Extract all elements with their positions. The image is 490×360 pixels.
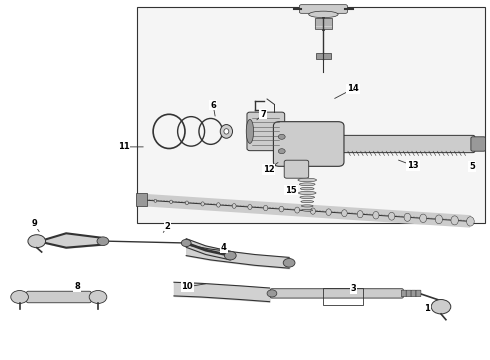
Text: 1: 1: [424, 304, 430, 313]
Text: 4: 4: [221, 243, 227, 252]
Text: 9: 9: [31, 219, 37, 228]
Ellipse shape: [220, 125, 232, 138]
Circle shape: [11, 291, 28, 303]
Ellipse shape: [298, 178, 317, 182]
Text: 14: 14: [347, 85, 359, 94]
Circle shape: [278, 134, 285, 139]
FancyBboxPatch shape: [416, 290, 421, 297]
Text: 11: 11: [118, 143, 129, 152]
Circle shape: [89, 291, 107, 303]
Ellipse shape: [154, 199, 157, 202]
Ellipse shape: [466, 217, 474, 226]
FancyBboxPatch shape: [315, 18, 332, 29]
Circle shape: [431, 300, 451, 314]
Text: 7: 7: [260, 109, 266, 118]
Ellipse shape: [217, 203, 220, 207]
FancyBboxPatch shape: [270, 289, 403, 298]
Ellipse shape: [299, 183, 315, 186]
Text: 13: 13: [407, 161, 419, 170]
Text: 2: 2: [165, 222, 171, 231]
Circle shape: [181, 239, 191, 247]
Ellipse shape: [246, 120, 254, 143]
Circle shape: [267, 290, 277, 297]
Ellipse shape: [435, 215, 442, 224]
Ellipse shape: [300, 188, 314, 190]
Ellipse shape: [326, 209, 331, 215]
Ellipse shape: [404, 213, 411, 221]
FancyBboxPatch shape: [341, 135, 475, 153]
FancyBboxPatch shape: [299, 5, 347, 13]
Ellipse shape: [264, 205, 268, 211]
Text: 3: 3: [351, 284, 357, 293]
Ellipse shape: [373, 211, 379, 219]
Circle shape: [97, 237, 109, 246]
FancyBboxPatch shape: [401, 290, 406, 297]
FancyBboxPatch shape: [26, 291, 91, 303]
Ellipse shape: [232, 204, 236, 208]
FancyBboxPatch shape: [471, 137, 486, 151]
Ellipse shape: [342, 210, 347, 217]
FancyBboxPatch shape: [316, 53, 331, 59]
Ellipse shape: [302, 210, 313, 211]
Ellipse shape: [300, 196, 315, 199]
Circle shape: [278, 149, 285, 154]
Bar: [137, 7, 485, 223]
Ellipse shape: [451, 216, 458, 225]
Ellipse shape: [298, 192, 316, 195]
Circle shape: [28, 235, 46, 248]
Ellipse shape: [420, 214, 427, 222]
Ellipse shape: [170, 200, 172, 204]
Bar: [136, 193, 147, 206]
FancyBboxPatch shape: [247, 112, 285, 150]
Text: 15: 15: [285, 186, 297, 194]
FancyBboxPatch shape: [273, 122, 344, 166]
Bar: [323, 288, 363, 305]
Ellipse shape: [201, 202, 204, 206]
Ellipse shape: [301, 201, 314, 203]
Text: 12: 12: [263, 165, 274, 174]
Circle shape: [283, 258, 295, 267]
Ellipse shape: [224, 129, 229, 134]
Ellipse shape: [279, 206, 284, 212]
Ellipse shape: [357, 211, 363, 218]
Text: 10: 10: [181, 282, 193, 292]
Ellipse shape: [294, 207, 299, 213]
FancyBboxPatch shape: [406, 290, 411, 297]
Text: 6: 6: [210, 100, 216, 109]
Text: 8: 8: [74, 282, 80, 292]
Circle shape: [224, 251, 236, 260]
FancyBboxPatch shape: [411, 290, 416, 297]
Ellipse shape: [185, 201, 189, 205]
Ellipse shape: [310, 208, 316, 214]
Ellipse shape: [248, 204, 252, 210]
Ellipse shape: [139, 198, 141, 201]
FancyBboxPatch shape: [284, 160, 309, 178]
Text: 5: 5: [469, 162, 475, 171]
Ellipse shape: [389, 212, 395, 220]
Ellipse shape: [301, 205, 313, 207]
Ellipse shape: [309, 11, 338, 18]
